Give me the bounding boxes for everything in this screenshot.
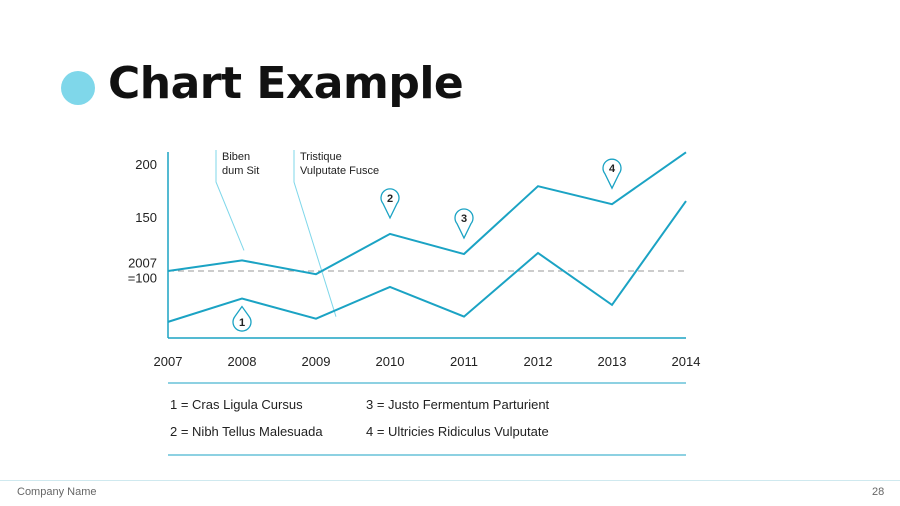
callout-label: Tristique bbox=[300, 151, 342, 163]
x-tick-label: 2014 bbox=[672, 354, 701, 369]
y-tick-label: 200 bbox=[135, 157, 157, 172]
x-tick-label: 2013 bbox=[598, 354, 627, 369]
marker-label-1: 1 bbox=[239, 317, 245, 329]
marker-label-2: 2 bbox=[387, 193, 393, 205]
y-tick-label: =100 bbox=[128, 271, 157, 286]
callout-label: dum Sit bbox=[222, 165, 259, 177]
legend-entry-3: 3 = Justo Fermentum Parturient bbox=[366, 397, 550, 412]
x-tick-label: 2007 bbox=[154, 354, 183, 369]
footer-divider bbox=[0, 480, 900, 481]
page-number: 28 bbox=[872, 486, 885, 498]
x-tick-label: 2010 bbox=[376, 354, 405, 369]
series-line-1 bbox=[167, 151, 687, 276]
marker-pin-4 bbox=[602, 158, 622, 190]
x-tick-label: 2008 bbox=[228, 354, 257, 369]
legend-entry-1: 1 = Cras Ligula Cursus bbox=[170, 397, 303, 412]
callout-leader-line bbox=[215, 150, 245, 251]
legend-entry-4: 4 = Ultricies Ridiculus Vulputate bbox=[366, 424, 549, 439]
y-tick-label: 2007 bbox=[128, 256, 157, 271]
callout-label: Vulputate Fusce bbox=[300, 165, 379, 177]
x-tick-label: 2011 bbox=[450, 354, 478, 369]
marker-label-4: 4 bbox=[609, 163, 616, 175]
company-name: Company Name bbox=[17, 486, 97, 498]
page-title: Chart Example bbox=[108, 58, 464, 109]
x-tick-label: 2009 bbox=[302, 354, 331, 369]
x-tick-label: 2012 bbox=[524, 354, 553, 369]
marker-label-3: 3 bbox=[461, 213, 467, 225]
marker-pin-1 bbox=[232, 305, 252, 332]
y-tick-label: 150 bbox=[135, 210, 157, 225]
legend-entry-2: 2 = Nibh Tellus Malesuada bbox=[170, 424, 323, 439]
title-bullet-dot bbox=[61, 71, 95, 105]
series-line-2 bbox=[167, 200, 687, 323]
marker-pin-3 bbox=[454, 208, 474, 240]
marker-pin-2 bbox=[380, 188, 400, 220]
callout-label: Biben bbox=[222, 151, 250, 163]
